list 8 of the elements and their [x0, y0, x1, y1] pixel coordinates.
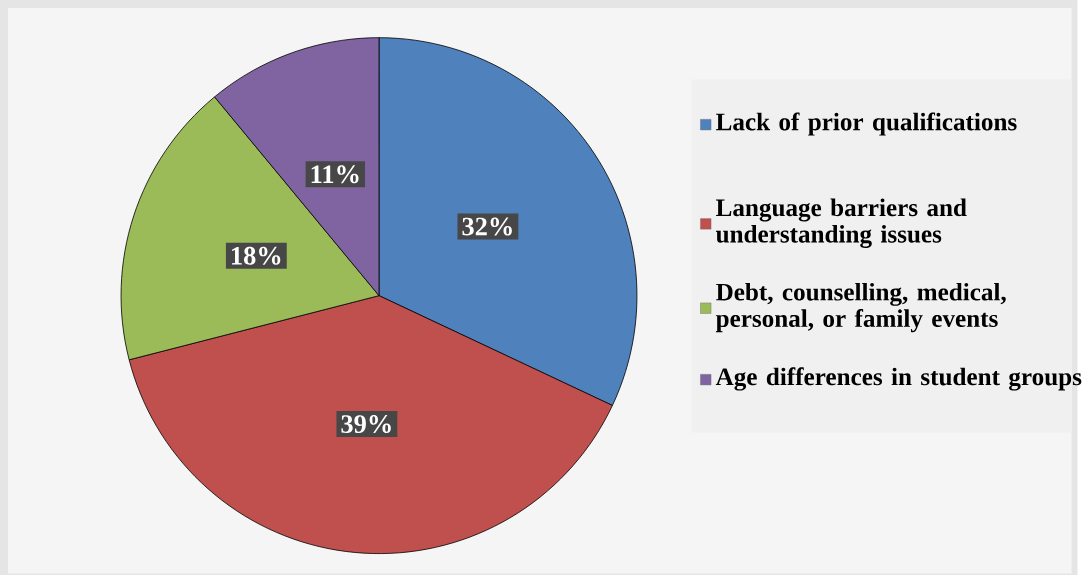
legend-label: Language barriers and understanding issues: [715, 198, 967, 248]
data-label: 32%: [462, 217, 512, 236]
legend-label: Lack of prior qualifications: [716, 112, 1017, 136]
data-label: 39%: [341, 414, 391, 433]
data-label: 18%: [232, 246, 281, 265]
data-label: 11%: [311, 165, 359, 184]
legend-label: Age differences in student groups: [715, 367, 1082, 391]
legend-label: Debt, counselling, medical, personal, or family events: [715, 282, 1006, 332]
